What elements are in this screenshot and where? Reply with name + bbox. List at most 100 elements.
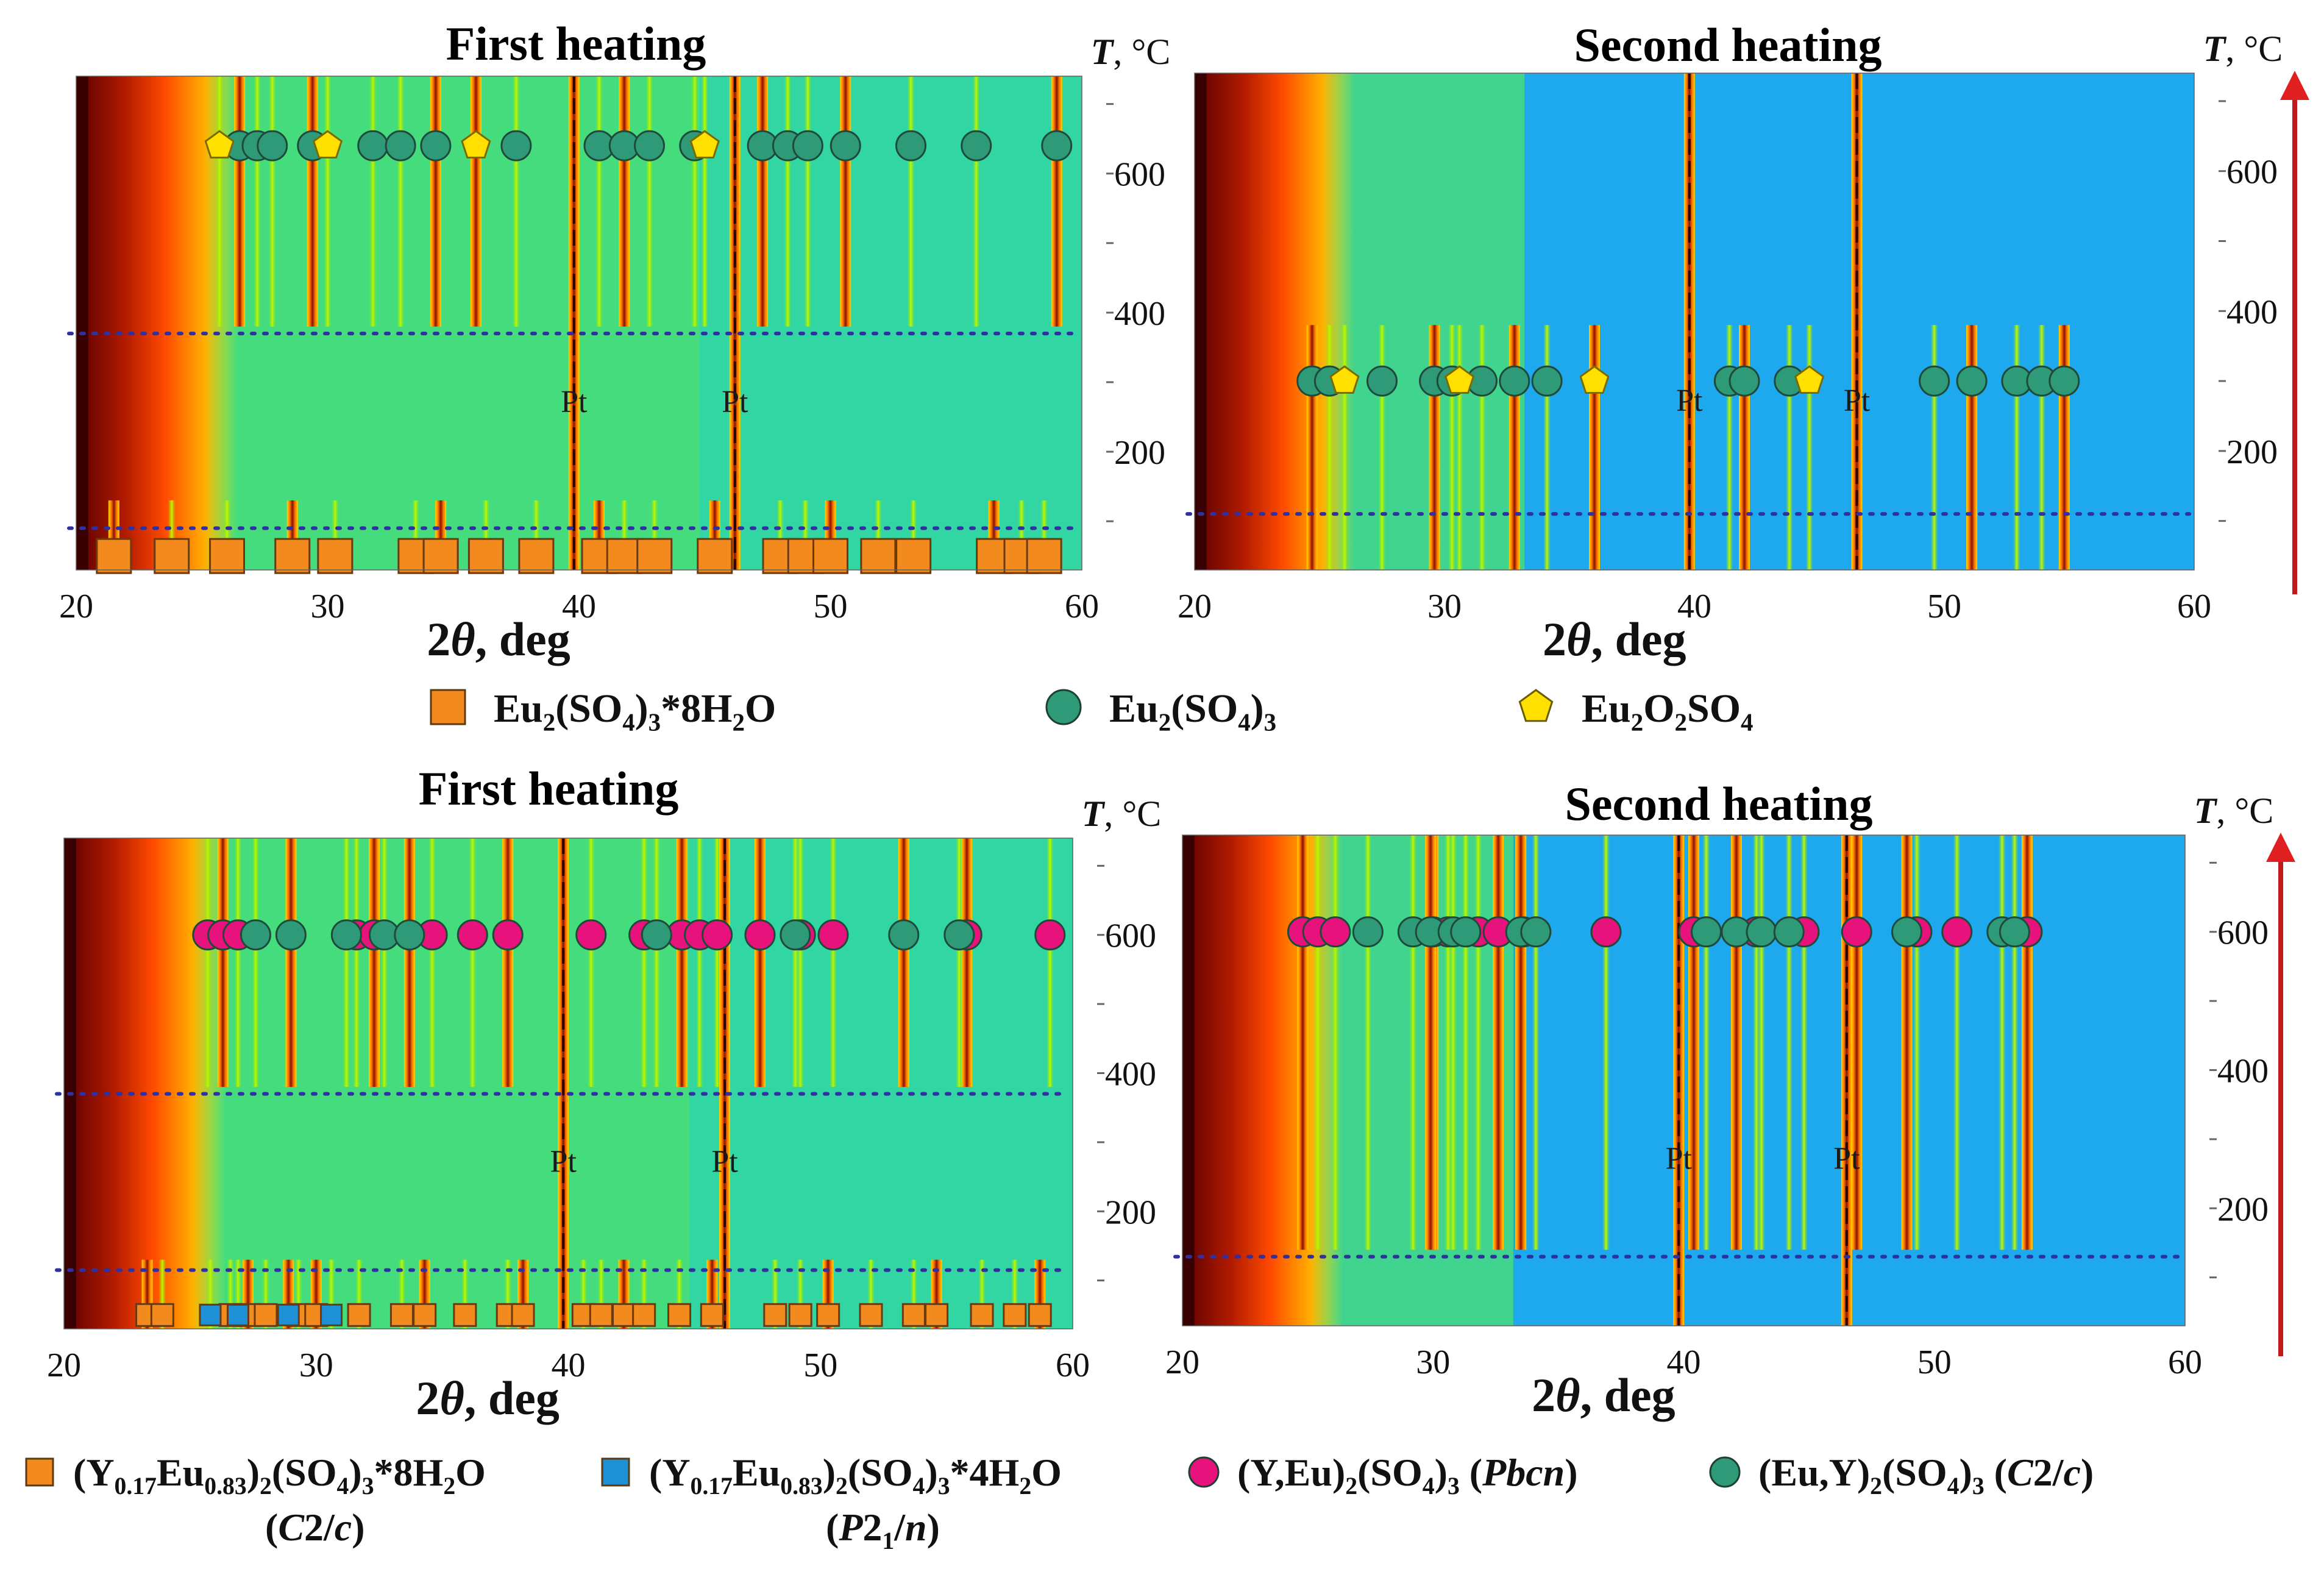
diffraction-line — [1448, 325, 1456, 570]
diffraction-line — [1589, 325, 1600, 570]
marker-yeu_4h2o — [320, 1303, 343, 1326]
pt-label: Pt — [550, 1144, 577, 1179]
marker-euy_c2c — [943, 919, 975, 951]
marker-eu_hydrate — [1026, 538, 1062, 574]
legend-marker-euy_c2c — [1709, 1456, 1741, 1488]
heatmap-panels: Pt Pt 20 30 40 50 60 2θ, deg 200 400 600 T, °C Pt Pt 2… — [47, 29, 2283, 1425]
marker-yeu_8h2o — [763, 1303, 787, 1327]
legend-marker-yeu_4h2o — [601, 1457, 630, 1487]
legend-bottom: (Y0.17​Eu0.83​)2​(SO4​)3​*8H2​O(C2/c)(Y0… — [25, 1451, 2094, 1554]
x-tick-label: 30 — [1416, 1343, 1450, 1381]
marker-eu_oxysulfate — [1579, 365, 1610, 394]
diffraction-line — [955, 838, 963, 1087]
diffraction-line — [369, 76, 377, 327]
x-tick-label: 50 — [1927, 588, 1961, 625]
diffraction-line — [403, 838, 415, 1087]
marker-eu_anhydrous — [1729, 365, 1760, 397]
formula-text: (C2/c) — [265, 1506, 365, 1549]
marker-yeu_pbcn — [1841, 916, 1872, 948]
marker-yeu_4h2o — [226, 1303, 249, 1326]
diffraction-line — [1785, 325, 1793, 570]
diffraction-line — [216, 76, 224, 327]
diffraction-line — [1449, 835, 1457, 1250]
panel-frame — [63, 838, 1073, 1329]
diffraction-line — [252, 838, 260, 1087]
marker-euy_c2c — [1450, 916, 1482, 948]
diffraction-line — [961, 838, 973, 1087]
x-tick-label: 30 — [311, 588, 345, 625]
diffraction-line — [898, 838, 909, 1087]
marker-euy_c2c — [1999, 916, 2030, 948]
marker-euy_c2c — [1746, 916, 1777, 948]
diffraction-line — [587, 838, 595, 1087]
legend-item-eu_hydrate: Eu2​(SO4​)3​*8H2​O — [430, 686, 776, 736]
marker-yeu_pbcn — [817, 919, 849, 951]
panel-top-left: Pt Pt 20 30 40 50 60 2θ, deg 200 400 600 T, °C — [59, 32, 1170, 666]
diffraction-line — [972, 76, 980, 327]
diffraction-line — [653, 838, 661, 1087]
diffraction-line — [1429, 325, 1440, 570]
marker-eu_anhydrous — [257, 130, 288, 162]
y-axis-label: T, °C — [2194, 791, 2274, 831]
panel-title-bottom-right: Second heating — [1565, 777, 1873, 830]
x-tick-label: 40 — [1677, 588, 1711, 625]
diffraction-line — [2058, 325, 2070, 570]
marker-yeu_8h2o — [667, 1303, 692, 1327]
y-tick-label: 400 — [1114, 295, 1165, 333]
x-axis-label: 2θ, deg — [416, 1372, 560, 1425]
diffraction-line — [1725, 325, 1733, 570]
marker-eu_hydrate — [895, 538, 932, 574]
marker-yeu_8h2o — [413, 1303, 437, 1327]
x-tick-label: 20 — [1165, 1343, 1199, 1381]
marker-eu_anhydrous — [1531, 365, 1563, 397]
diffraction-line — [254, 76, 261, 327]
diffraction-line — [1326, 325, 1334, 570]
diffraction-line — [1331, 835, 1339, 1250]
diffraction-line — [595, 76, 603, 327]
diffraction-line — [2013, 325, 2020, 570]
formula-text: Eu2​(SO4​)3​*8H2​O — [494, 686, 776, 736]
diffraction-line — [1478, 325, 1486, 570]
diffraction-line — [368, 838, 380, 1087]
marker-eu_anhydrous — [420, 130, 452, 162]
marker-eu_hydrate — [209, 538, 245, 574]
marker-yeu_4h2o — [277, 1303, 300, 1326]
diffraction-line — [1739, 325, 1750, 570]
panel-frame — [1182, 834, 2186, 1326]
panel-title-top-left: First heating — [446, 17, 706, 70]
x-tick-label: 40 — [1667, 1343, 1701, 1381]
marker-eu_oxysulfate — [1794, 365, 1825, 394]
x-tick-label: 60 — [1065, 588, 1099, 625]
diffraction-line — [1688, 835, 1699, 1250]
diffraction-line — [757, 76, 769, 327]
formula-text: (P21​/n) — [826, 1506, 940, 1554]
diffraction-line — [1953, 835, 1961, 1250]
marker-yeu_8h2o — [632, 1303, 656, 1327]
marker-eu_oxysulfate — [461, 130, 491, 158]
y-tick-label: 600 — [1114, 156, 1165, 194]
marker-yeu_pbcn — [702, 919, 733, 951]
legend-marker-eu_hydrate — [430, 689, 466, 725]
marker-yeu_pbcn — [744, 919, 776, 951]
heatmap-body — [64, 838, 1073, 1329]
marker-euy_c2c — [1773, 916, 1805, 948]
diffraction-line — [285, 838, 297, 1087]
formula-text: Eu2​(SO4​)3​ — [1109, 686, 1276, 736]
dark-edge-band — [1195, 73, 1207, 570]
y-tick-label: 200 — [1105, 1194, 1156, 1231]
marker-yeu_pbcn — [1590, 916, 1622, 948]
marker-eu_hydrate — [422, 538, 459, 574]
diffraction-line — [1474, 835, 1482, 1250]
diffraction-line — [343, 838, 350, 1087]
diffraction-line — [701, 76, 709, 327]
diffraction-line — [1455, 325, 1463, 570]
marker-eu_anhydrous — [2049, 365, 2080, 397]
marker-eu_anhydrous — [357, 130, 389, 162]
dark-edge-band — [1182, 835, 1195, 1326]
marker-yeu_pbcn — [1034, 919, 1066, 951]
legend-item-euy_c2c: (Eu,Y)2​(SO4​)3​ (C2/c) — [1709, 1451, 2094, 1500]
diffraction-line — [2038, 325, 2045, 570]
marker-eu_oxysulfate — [689, 130, 720, 158]
marker-euy_c2c — [1352, 916, 1384, 948]
diffraction-line — [676, 838, 688, 1087]
